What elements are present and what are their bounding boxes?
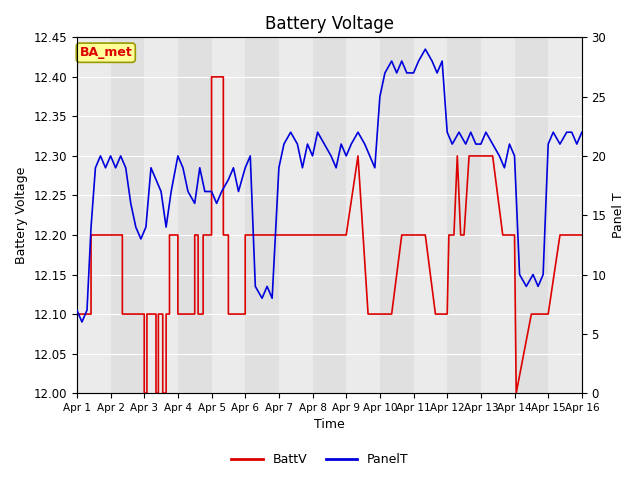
Bar [346,37,380,393]
Y-axis label: Battery Voltage: Battery Voltage [15,167,28,264]
Bar [77,37,111,393]
Bar [212,37,245,393]
Text: BA_met: BA_met [79,46,132,59]
Title: Battery Voltage: Battery Voltage [265,15,394,33]
Bar [481,37,515,393]
Bar [413,37,447,393]
Legend: BattV, PanelT: BattV, PanelT [227,448,413,471]
Bar [548,37,582,393]
Y-axis label: Panel T: Panel T [612,192,625,238]
Bar [144,37,178,393]
X-axis label: Time: Time [314,419,345,432]
Bar [279,37,312,393]
